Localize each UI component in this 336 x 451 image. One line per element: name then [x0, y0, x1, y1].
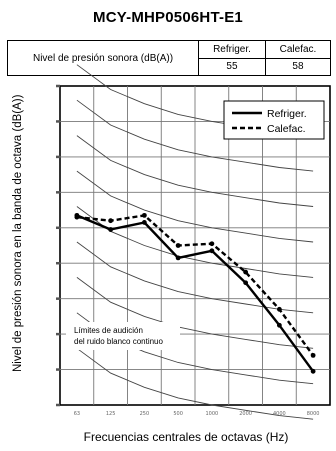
annotation-line-2: del ruido blanco continuo — [74, 337, 164, 346]
nc-curve — [76, 206, 314, 278]
chart-title: MCY-MHP0506HT-E1 — [93, 9, 243, 26]
nc-curve — [76, 347, 314, 420]
x-tick-label: 500 — [173, 411, 183, 417]
data-point-calefac — [209, 241, 215, 247]
sound-pressure-label: Nivel de presión sonora (dB(A)) — [7, 40, 199, 76]
data-point-calefac — [74, 214, 80, 220]
legend-box — [223, 100, 325, 140]
nc-curve — [76, 170, 314, 243]
nc-curve — [76, 135, 314, 207]
data-point-calefac — [141, 212, 147, 218]
nc-curve — [76, 277, 314, 349]
nc-curve — [76, 241, 314, 314]
data-point-refriger — [310, 368, 316, 374]
data-point-refriger — [243, 280, 249, 286]
annotation-background — [66, 322, 180, 350]
annotation-line-1: Límites de audición — [74, 326, 143, 335]
data-point-refriger — [276, 322, 282, 328]
data-point-refriger — [175, 255, 181, 261]
x-tick-label: 8000 — [307, 411, 320, 417]
legend-label: Calefac. — [267, 123, 306, 135]
x-tick-label: 4000 — [273, 411, 286, 417]
data-point-calefac — [310, 352, 316, 358]
series-line-calefac — [76, 214, 315, 357]
data-point-calefac — [243, 269, 249, 275]
data-point-calefac — [108, 218, 114, 224]
x-tick-label: 63 — [74, 411, 80, 417]
value-heating: 58 — [264, 57, 332, 76]
x-tick-label: 250 — [140, 411, 150, 417]
data-point-calefac — [276, 306, 282, 312]
x-tick-label: 1000 — [206, 411, 219, 417]
data-point-calefac — [175, 243, 181, 248]
sound-pressure-table: Nivel de presión sonora (dB(A)) Refriger… — [7, 40, 332, 76]
data-point-refriger — [108, 227, 114, 232]
nc-curve — [76, 99, 314, 172]
data-point-refriger — [141, 220, 147, 225]
x-tick-label: 2000 — [239, 411, 252, 417]
legend-label: Refriger. — [267, 108, 307, 120]
series-line-refriger — [76, 214, 315, 373]
x-axis-label: Frecuencias centrales de octavas (Hz) — [83, 430, 289, 444]
x-tick-label: 125 — [106, 411, 116, 417]
data-point-refriger — [209, 248, 215, 254]
